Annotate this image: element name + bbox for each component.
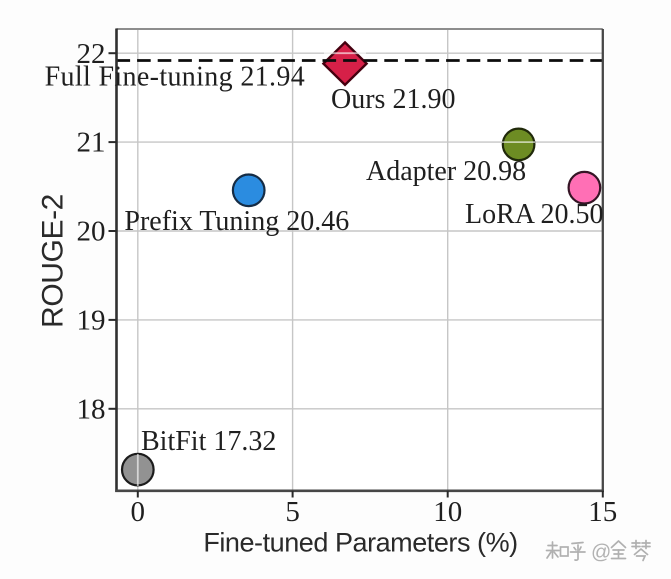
- svg-text:22: 22: [77, 38, 106, 70]
- svg-text:Fine-tuned Parameters (%): Fine-tuned Parameters (%): [203, 528, 517, 558]
- svg-text:ROUGE-2: ROUGE-2: [37, 194, 70, 328]
- svg-text:10: 10: [433, 496, 462, 528]
- svg-text:BitFit 17.32: BitFit 17.32: [141, 426, 276, 457]
- svg-text:21: 21: [77, 127, 106, 159]
- svg-text:0: 0: [131, 496, 146, 528]
- svg-text:20: 20: [77, 216, 106, 248]
- svg-text:Full Fine-tuning 21.94: Full Fine-tuning 21.94: [45, 62, 306, 93]
- svg-text:@: @: [591, 542, 611, 564]
- svg-text:Prefix Tuning 20.46: Prefix Tuning 20.46: [124, 206, 349, 237]
- svg-text:Ours 21.90: Ours 21.90: [331, 84, 455, 115]
- svg-text:19: 19: [77, 305, 106, 337]
- svg-text:15: 15: [588, 496, 617, 528]
- svg-text:5: 5: [285, 496, 300, 528]
- svg-text:LoRA 20.50: LoRA 20.50: [465, 199, 603, 230]
- svg-text:Adapter 20.98: Adapter 20.98: [366, 156, 526, 187]
- svg-text:18: 18: [77, 393, 106, 425]
